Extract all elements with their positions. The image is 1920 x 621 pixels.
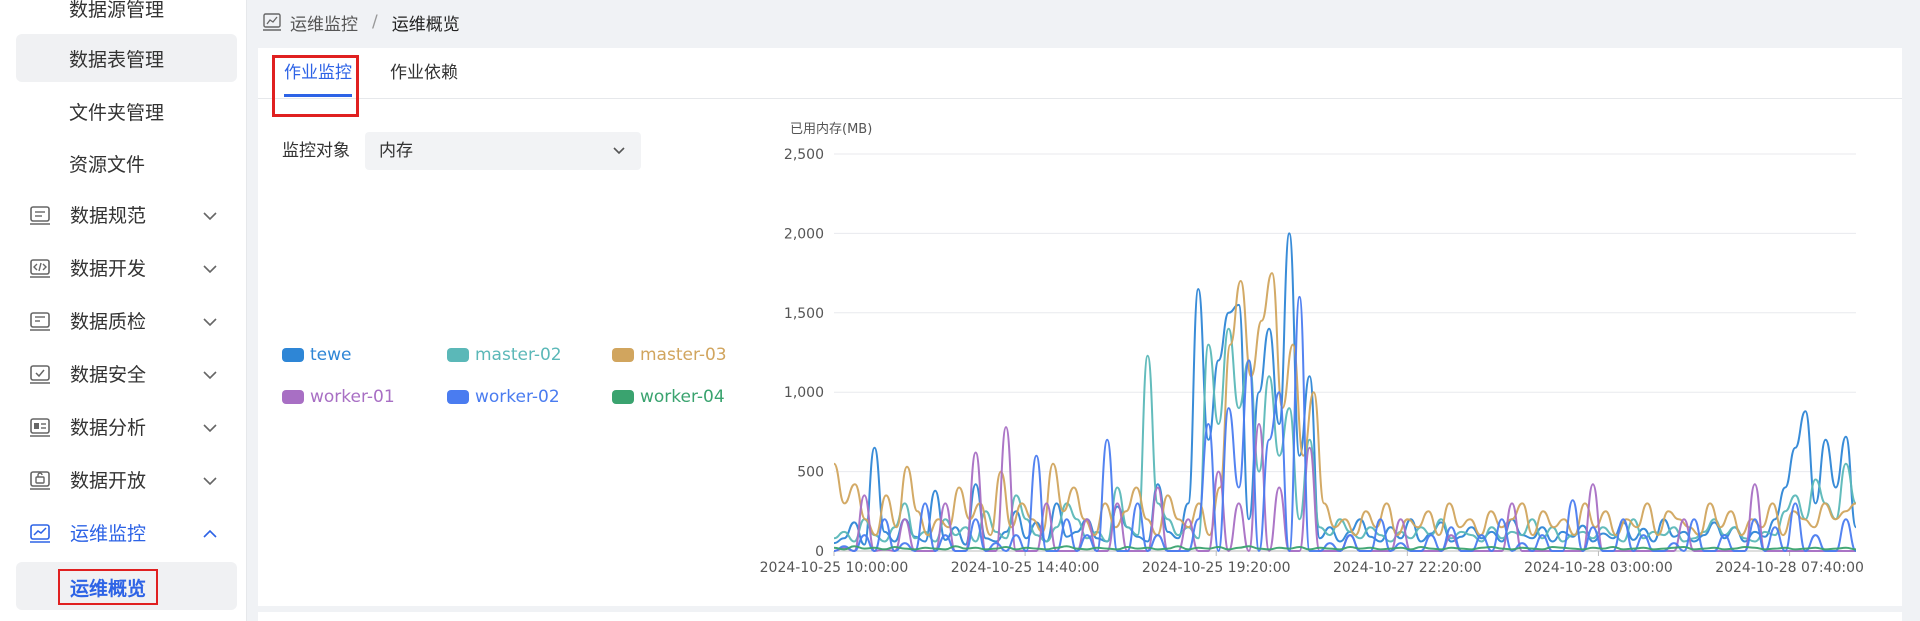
y-tick-label: 1,000 (784, 385, 824, 401)
sidebar-menu-label: 运维监控 (70, 523, 147, 545)
sidebar-menu-label: 数据安全 (70, 364, 147, 386)
chevron-up-icon (203, 529, 217, 538)
x-tick-label: 2024-10-25 10:00:00 (760, 560, 909, 576)
sidebar-subitem-resource[interactable]: 资源文件 (16, 139, 237, 187)
legend-item-worker-02[interactable]: worker-02 (447, 387, 560, 407)
legend-label: master-03 (640, 345, 727, 365)
sidebar-menu-data-analysis[interactable]: 数据分析 (0, 402, 246, 454)
data-dev-icon (30, 259, 50, 278)
y-tick-label: 2,000 (784, 226, 824, 242)
series-line-worker-02 (833, 295, 1857, 552)
sidebar-menu-ops-monitor[interactable]: 运维监控 (0, 508, 246, 560)
series-line-tewe (833, 232, 1857, 546)
tab-bar: 作业监控 作业依赖 (258, 48, 1902, 99)
chevron-down-icon (203, 212, 217, 221)
legend-item-tewe[interactable]: tewe (282, 345, 352, 365)
legend-swatch (282, 390, 304, 404)
monitor-target-label: 监控对象 (282, 141, 350, 161)
series-line-master-03 (833, 272, 1857, 537)
legend-item-worker-01[interactable]: worker-01 (282, 387, 395, 407)
series-line-master-02 (833, 327, 1857, 543)
legend-item-master-02[interactable]: master-02 (447, 345, 562, 365)
x-tick-label: 2024-10-28 07:40:00 (1715, 560, 1864, 576)
sidebar-subitem-folder[interactable]: 文件夹管理 (16, 87, 237, 135)
tab-highlight-box (272, 55, 359, 117)
data-quality-icon (30, 312, 50, 331)
series-line-worker-04 (833, 545, 1857, 551)
breadcrumb-separator: / (372, 12, 378, 32)
tab-job-dependency[interactable]: 作业依赖 (390, 63, 458, 83)
y-tick-label: 0 (815, 544, 824, 560)
sidebar-menu-label: 数据开发 (70, 258, 147, 280)
sidebar-menu-label: 数据规范 (70, 205, 147, 227)
chevron-down-icon (203, 477, 217, 486)
monitor-target-value: 内存 (379, 141, 413, 161)
data-open-icon (30, 471, 50, 490)
legend-label: tewe (310, 345, 352, 365)
sidebar-menu-data-quality[interactable]: 数据质检 (0, 296, 246, 348)
x-tick-label: 2024-10-25 14:40:00 (951, 560, 1100, 576)
legend-label: worker-01 (310, 387, 395, 407)
x-tick-label: 2024-10-28 03:00:00 (1524, 560, 1673, 576)
sidebar-menu-data-open[interactable]: 数据开放 (0, 455, 246, 507)
chevron-down-icon (203, 318, 217, 327)
x-tick-label: 2024-10-27 22:20:00 (1333, 560, 1482, 576)
ops-monitor-icon (263, 13, 281, 31)
legend-item-master-03[interactable]: master-03 (612, 345, 727, 365)
sidebar-subitem-ops-overview-label[interactable]: 运维概览 (58, 569, 159, 605)
data-security-icon (30, 365, 50, 384)
y-tick-label: 1,500 (784, 306, 824, 322)
monitor-target-select[interactable]: 内存 (365, 132, 641, 170)
sidebar-menu-label: 数据开放 (70, 470, 147, 492)
y-tick-label: 2,500 (784, 147, 824, 163)
legend-label: worker-04 (640, 387, 725, 407)
sidebar-subitem-label: 数据表管理 (69, 48, 165, 71)
sidebar-subitem-label: 文件夹管理 (69, 101, 165, 124)
series-line-worker-01 (833, 423, 1856, 552)
y-axis-label: 已用内存(MB) (790, 121, 872, 137)
sidebar-subitem-label: 数据源管理 (69, 0, 165, 21)
legend-swatch (612, 390, 634, 404)
legend-label: master-02 (475, 345, 562, 365)
sidebar-menu-label: 数据分析 (70, 417, 147, 439)
chevron-down-icon (203, 424, 217, 433)
sidebar-subitem-datatable[interactable]: 数据表管理 (16, 34, 237, 82)
legend-swatch (612, 348, 634, 362)
y-tick-label: 500 (797, 465, 824, 481)
chevron-down-icon (203, 265, 217, 274)
legend-label: worker-02 (475, 387, 560, 407)
legend-swatch (282, 348, 304, 362)
sidebar-menu-data-standard[interactable]: 数据规范 (0, 190, 246, 242)
breadcrumb: 运维监控 / 运维概览 (262, 0, 460, 44)
sidebar-menu-label: 数据质检 (70, 311, 147, 333)
sidebar-menu-data-security[interactable]: 数据安全 (0, 349, 246, 401)
data-standard-icon (30, 206, 50, 225)
legend-swatch (447, 390, 469, 404)
bottom-panel-edge (258, 612, 1902, 621)
sidebar-menu-data-dev[interactable]: 数据开发 (0, 243, 246, 295)
sidebar-subitem-datasource[interactable]: 数据源管理 (16, 0, 237, 32)
sidebar: 数据源管理 数据表管理 文件夹管理 资源文件 数据规范 数据开发 数据质检 数据… (0, 0, 247, 621)
ops-monitor-icon (30, 524, 50, 543)
sidebar-subitem-label: 资源文件 (69, 153, 146, 176)
legend-item-worker-04[interactable]: worker-04 (612, 387, 725, 407)
chevron-down-icon (203, 371, 217, 380)
breadcrumb-parent[interactable]: 运维监控 (290, 14, 358, 35)
tab-active-indicator (284, 94, 352, 97)
memory-line-chart: 已用内存(MB) 0 500 1,000 1,500 2,000 2,500 2024-10-… (760, 121, 1864, 576)
legend-swatch (447, 348, 469, 362)
data-analysis-icon (30, 418, 50, 437)
chevron-down-icon (613, 147, 625, 155)
x-tick-label: 2024-10-25 19:20:00 (1142, 560, 1291, 576)
main-panel: 作业监控 作业依赖 监控对象 内存 tewe master-02 master-… (258, 48, 1902, 606)
tab-job-monitor[interactable]: 作业监控 (284, 63, 352, 83)
breadcrumb-current: 运维概览 (391, 14, 460, 35)
